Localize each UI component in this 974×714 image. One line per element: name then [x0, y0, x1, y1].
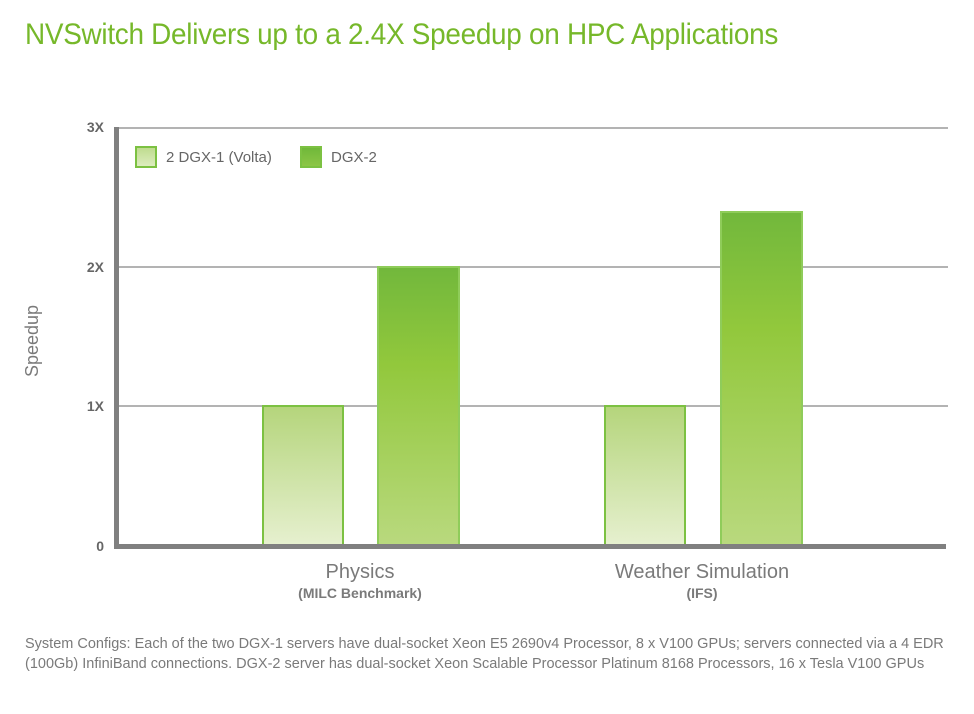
legend-label-dgx1: 2 DGX-1 (Volta)	[166, 148, 272, 166]
category-physics-title: Physics	[325, 561, 395, 583]
category-physics-subtitle: (MILC Benchmark)	[298, 585, 422, 601]
bar-physics-dgx1	[262, 405, 344, 545]
category-weather-subtitle: (IFS)	[686, 585, 718, 601]
y-tick-3x: 3X	[86, 119, 104, 135]
legend-label-dgx2: DGX-2	[331, 148, 377, 166]
y-tick-2x: 2X	[86, 259, 104, 275]
gridline-2x	[114, 266, 948, 268]
chart-title: NVSwitch Delivers up to a 2.4X Speedup o…	[25, 18, 779, 51]
legend-item-dgx2: DGX-2	[300, 146, 377, 168]
category-weather: Weather Simulation (IFS)	[552, 561, 852, 601]
y-axis	[114, 127, 119, 549]
category-weather-title: Weather Simulation	[614, 561, 790, 583]
bar-weather-dgx1	[604, 405, 686, 545]
gridline-3x	[114, 127, 948, 129]
bar-physics-dgx2	[377, 266, 460, 545]
legend-swatch-dgx2	[300, 146, 322, 168]
y-tick-0: 0	[96, 538, 104, 554]
bar-weather-dgx2	[720, 211, 803, 545]
legend-item-dgx1: 2 DGX-1 (Volta)	[135, 146, 272, 168]
y-tick-1x: 1X	[86, 398, 104, 414]
gridline-1x	[114, 405, 948, 407]
x-axis	[114, 544, 946, 549]
legend-swatch-dgx1	[135, 146, 157, 168]
bar-chart: Speedup 0 1X 2X 3X 2 DGX-1 (Volta) DGX-2…	[22, 119, 948, 601]
y-axis-label: Speedup	[22, 304, 42, 377]
category-physics: Physics (MILC Benchmark)	[230, 561, 490, 601]
system-configs-footnote: System Configs: Each of the two DGX-1 se…	[25, 636, 944, 672]
